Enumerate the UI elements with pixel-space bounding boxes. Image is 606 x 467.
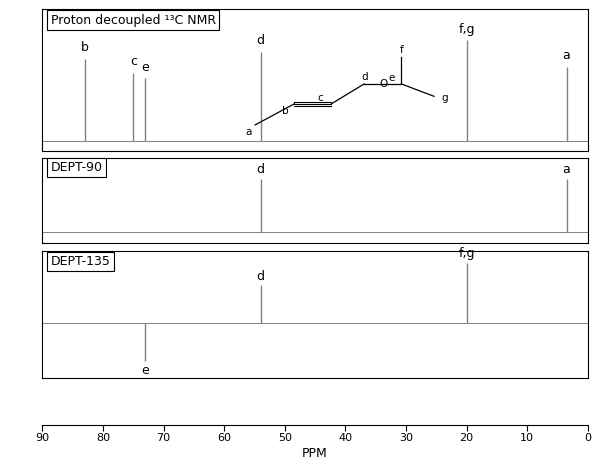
Text: d: d xyxy=(256,270,265,283)
Text: a: a xyxy=(563,49,570,62)
Text: b: b xyxy=(81,41,88,54)
Text: c: c xyxy=(130,55,137,68)
Text: a: a xyxy=(563,163,570,176)
Text: e: e xyxy=(142,364,149,377)
Text: d: d xyxy=(256,163,265,176)
Text: e: e xyxy=(142,61,149,74)
Text: f,g: f,g xyxy=(458,247,475,260)
Text: d: d xyxy=(256,34,265,47)
Text: DEPT-90: DEPT-90 xyxy=(51,161,102,174)
X-axis label: PPM: PPM xyxy=(302,447,328,460)
Text: Proton decoupled ¹³C NMR: Proton decoupled ¹³C NMR xyxy=(51,14,216,27)
Text: f,g: f,g xyxy=(458,23,475,36)
Text: DEPT-135: DEPT-135 xyxy=(51,255,110,268)
